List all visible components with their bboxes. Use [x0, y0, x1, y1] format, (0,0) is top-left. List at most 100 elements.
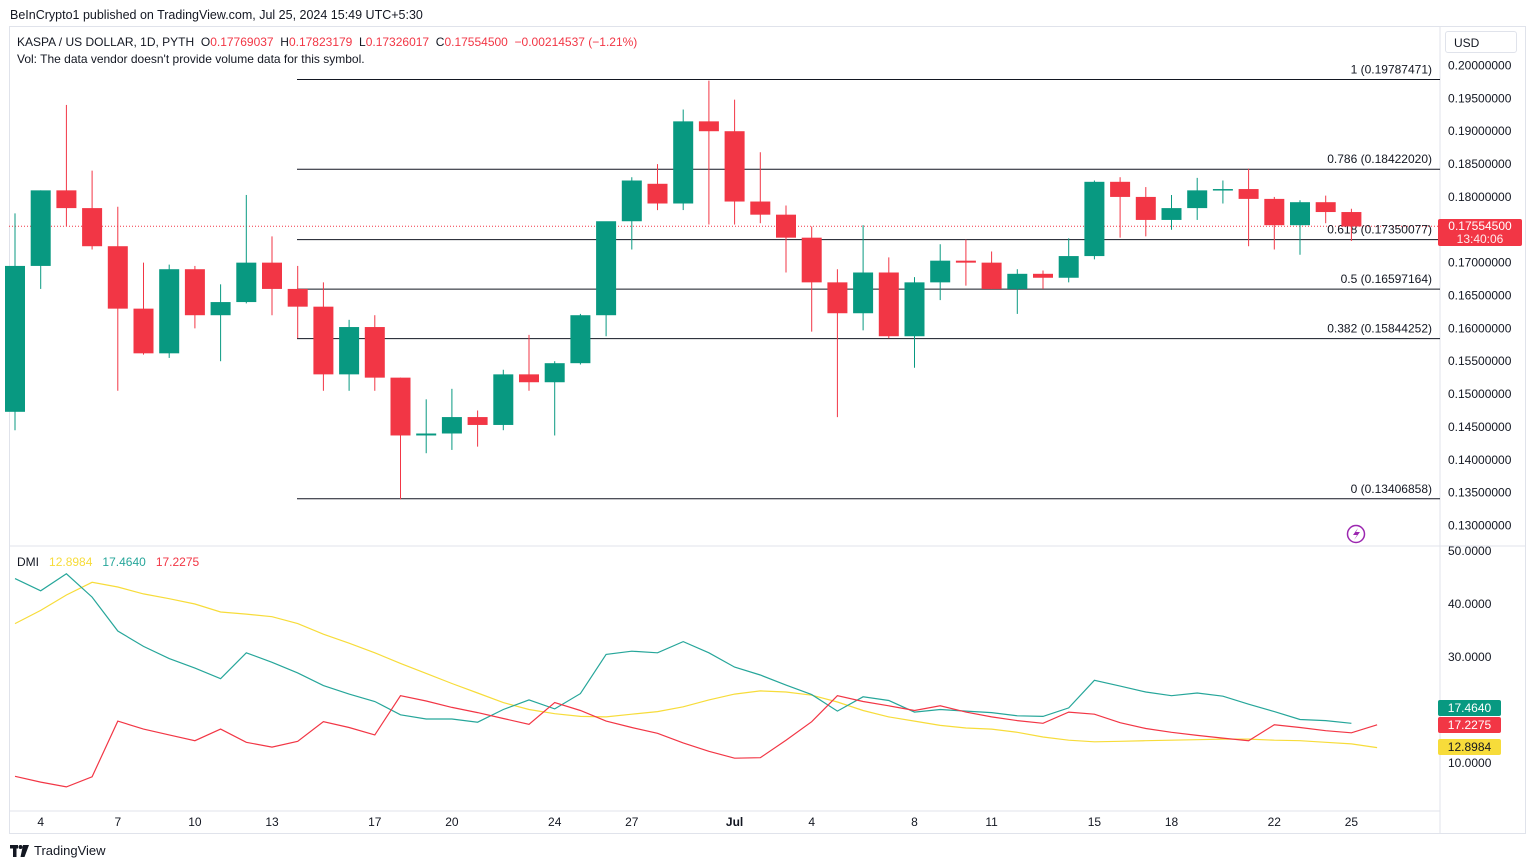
adx-line[interactable] — [14, 581, 1378, 749]
candle-body — [1058, 256, 1079, 278]
price-tick-label: 0.17000000 — [1448, 256, 1512, 270]
candle[interactable] — [1212, 180, 1233, 204]
symbol-title[interactable]: KASPA / US DOLLAR, 1D, PYTH — [17, 35, 195, 49]
candle-body — [287, 288, 308, 307]
candle-body — [981, 262, 1002, 289]
candle[interactable] — [1290, 200, 1310, 255]
candle[interactable] — [441, 388, 462, 450]
candle[interactable] — [981, 251, 1002, 289]
candle[interactable] — [287, 265, 308, 339]
candle[interactable] — [1135, 187, 1156, 237]
candle[interactable] — [750, 152, 771, 224]
candle-body — [133, 308, 154, 354]
candle-body — [673, 121, 694, 204]
price-tick-label: 0.15500000 — [1448, 354, 1512, 368]
time-tick-label: 7 — [114, 815, 121, 829]
currency-selector[interactable]: USD — [1445, 31, 1517, 53]
candle-body — [1110, 181, 1131, 197]
candle[interactable] — [570, 313, 591, 365]
candle[interactable] — [364, 315, 385, 391]
candle[interactable] — [698, 80, 719, 225]
minus-di-line[interactable] — [14, 695, 1378, 788]
candle-body — [955, 260, 976, 263]
candle-body — [1264, 198, 1285, 226]
candle[interactable] — [1315, 195, 1336, 224]
candle[interactable] — [493, 369, 514, 431]
candle[interactable] — [159, 264, 180, 358]
price-tick-label: 0.16500000 — [1448, 289, 1512, 303]
candle[interactable] — [1238, 168, 1259, 247]
candle[interactable] — [673, 109, 694, 211]
candle[interactable] — [236, 194, 257, 304]
minus-di-tag: 17.2275 — [1438, 717, 1501, 733]
candle[interactable] — [133, 262, 154, 355]
time-tick-label: 10 — [188, 815, 202, 829]
chart-frame — [9, 26, 1526, 834]
footer-brand[interactable]: TradingView — [10, 843, 106, 858]
candle-body — [1187, 190, 1208, 209]
candle-body — [853, 272, 874, 314]
candle[interactable] — [184, 265, 205, 329]
price-tick-label: 0.14500000 — [1448, 420, 1512, 434]
minus-di-value: 17.2275 — [155, 555, 200, 569]
candle[interactable] — [1264, 196, 1285, 250]
candle-body — [493, 374, 514, 425]
candle[interactable] — [904, 277, 925, 368]
candle[interactable] — [801, 226, 822, 332]
price-tick-label: 0.19000000 — [1448, 124, 1512, 138]
candle-body — [878, 272, 899, 337]
candle-body — [801, 237, 822, 283]
candle-body — [159, 269, 180, 354]
candle[interactable] — [519, 334, 539, 391]
close-value: 0.17554500 — [444, 35, 508, 49]
plus-di-line[interactable] — [14, 573, 1352, 724]
price-tick-label: 0.18000000 — [1448, 190, 1512, 204]
candle[interactable] — [1341, 208, 1362, 241]
candle[interactable] — [853, 225, 874, 331]
candle-body — [107, 246, 128, 309]
candle[interactable] — [955, 239, 976, 286]
time-tick-label: 25 — [1345, 815, 1359, 829]
candle[interactable] — [210, 284, 231, 362]
candle[interactable] — [1033, 270, 1053, 289]
candle[interactable] — [596, 221, 617, 337]
candle-body — [416, 433, 437, 436]
candle[interactable] — [339, 319, 360, 391]
candle[interactable] — [776, 205, 796, 273]
flash-icon[interactable] — [1346, 524, 1366, 544]
candle[interactable] — [56, 104, 77, 227]
candle-body — [56, 190, 77, 209]
candle[interactable] — [1058, 238, 1079, 283]
plus-di-tag: 17.4640 — [1438, 700, 1501, 716]
time-tick-label: 4 — [808, 815, 815, 829]
candle[interactable] — [467, 410, 488, 447]
candle[interactable] — [107, 206, 128, 391]
candle[interactable] — [1161, 194, 1182, 230]
time-tick-label: 4 — [37, 815, 44, 829]
candle[interactable] — [1084, 180, 1105, 260]
candle[interactable] — [724, 99, 745, 225]
candle[interactable] — [930, 244, 951, 301]
candle[interactable] — [621, 177, 642, 250]
candle[interactable] — [82, 170, 103, 250]
candle[interactable] — [5, 213, 25, 431]
candle[interactable] — [416, 399, 437, 454]
candle[interactable] — [544, 361, 565, 436]
candle[interactable] — [827, 269, 848, 418]
candle[interactable] — [878, 257, 899, 339]
time-tick-label: 18 — [1165, 815, 1179, 829]
candle-body — [82, 208, 103, 247]
candle[interactable] — [30, 190, 51, 289]
candle-body — [724, 131, 745, 202]
candle[interactable] — [647, 164, 668, 211]
candle[interactable] — [1007, 269, 1028, 314]
dmi-title[interactable]: DMI — [17, 555, 39, 569]
candle-body — [1341, 212, 1362, 227]
candle[interactable] — [1110, 177, 1131, 238]
candle[interactable] — [262, 236, 282, 316]
candle[interactable] — [390, 377, 411, 500]
candle[interactable] — [313, 282, 334, 391]
candle-body — [339, 327, 360, 375]
candle[interactable] — [1187, 177, 1208, 220]
